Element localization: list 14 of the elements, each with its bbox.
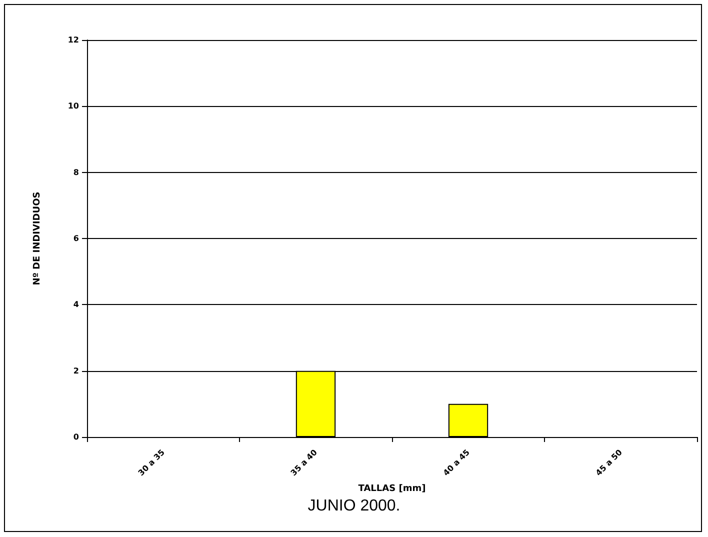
y-axis-title: Nº DE INDIVIDUOS [32,192,42,286]
x-tick-label: 45 a 50 [594,448,624,478]
text: JUNIO 2000. [308,498,400,514]
y-tick-label: 10 [68,102,80,111]
x-tick-label: 35 a 40 [289,448,320,478]
x-axis-title: TALLAS [mm] [358,484,426,494]
y-tick-label: 4 [73,300,80,310]
y-tick-label: 0 [73,432,80,442]
x-tick-label: 40 a 45 [442,448,472,478]
y-tick-label: 6 [73,234,80,243]
x-tick-label: 30 a 35 [136,448,166,478]
y-tick-label: 2 [73,366,79,376]
y-tick-label: 12 [68,36,79,44]
y-tick-label: 8 [73,168,80,177]
